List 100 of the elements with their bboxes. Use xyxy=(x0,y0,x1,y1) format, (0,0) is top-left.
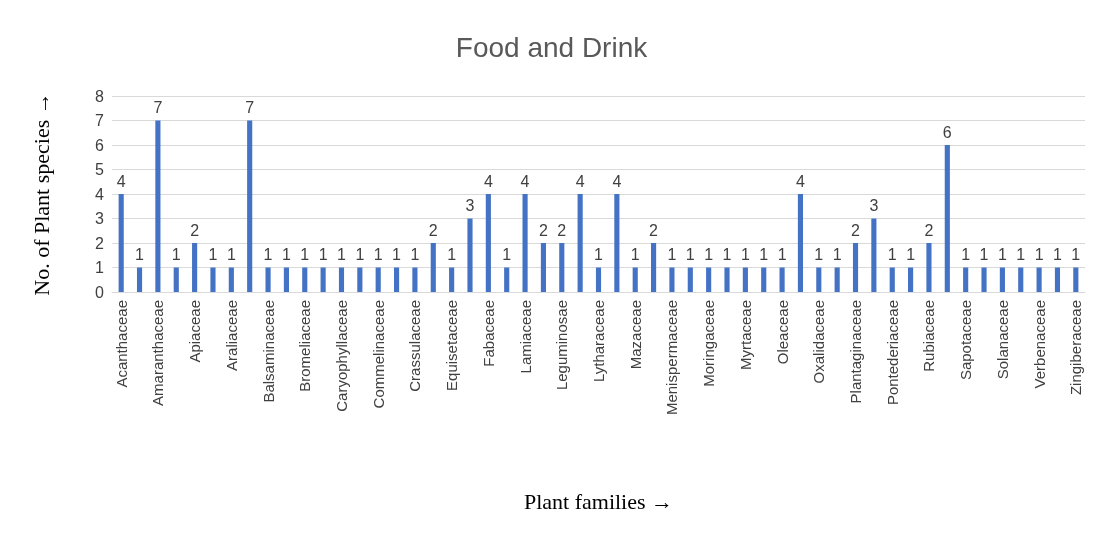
bar xyxy=(908,267,914,292)
bar xyxy=(302,267,308,292)
bar xyxy=(559,243,565,292)
x-tick-label: Lytharaceae xyxy=(590,300,607,383)
data-label: 4 xyxy=(520,172,530,190)
x-tick-label: Myrtaceae xyxy=(736,300,754,371)
data-label: 7 xyxy=(245,99,255,116)
data-label: 6 xyxy=(942,123,952,141)
data-label: 1 xyxy=(1034,246,1044,263)
x-tick-label: Moringaceae xyxy=(700,300,718,387)
bar xyxy=(871,218,877,292)
bar xyxy=(852,243,859,292)
bar xyxy=(155,120,161,292)
data-label: 1 xyxy=(373,246,383,263)
bar xyxy=(651,243,657,292)
bar xyxy=(375,267,381,292)
data-label: 1 xyxy=(447,246,457,263)
data-label: 4 xyxy=(483,172,493,190)
y-tick-label: 3 xyxy=(95,210,105,227)
bar xyxy=(944,145,950,292)
bar xyxy=(522,194,528,292)
bar xyxy=(449,267,455,292)
bar xyxy=(540,243,546,292)
x-tick-label: Solanaceae xyxy=(993,300,1011,380)
y-tick-label: 5 xyxy=(95,161,105,178)
x-tick-label: Crassulaceae xyxy=(406,300,424,392)
bar xyxy=(173,267,179,292)
bar xyxy=(192,243,198,292)
data-label: 1 xyxy=(814,246,824,263)
data-label: 4 xyxy=(575,172,585,190)
x-tick-label: Oxalidaceae xyxy=(810,300,828,384)
x-tick-label: Balsaminaceae xyxy=(259,300,277,403)
y-tick-label: 0 xyxy=(95,283,105,301)
x-tick-label: Zingiberaceae xyxy=(1067,300,1085,396)
bar xyxy=(1036,267,1042,292)
y-tick-label: 4 xyxy=(95,185,105,203)
data-label: 1 xyxy=(337,246,347,263)
data-label: 4 xyxy=(795,172,805,190)
data-label: 1 xyxy=(410,246,420,263)
data-label: 1 xyxy=(208,246,218,263)
data-label: 1 xyxy=(502,246,512,263)
data-label: 1 xyxy=(685,246,695,263)
bar xyxy=(632,267,638,292)
bar xyxy=(1073,267,1079,292)
x-tick-label: Leguminosae xyxy=(553,300,571,391)
data-label: 3 xyxy=(869,197,879,214)
y-axis-title: No. of Plant species → xyxy=(28,92,54,296)
data-label: 1 xyxy=(1016,246,1026,263)
bar xyxy=(724,267,730,292)
bar xyxy=(687,267,693,292)
bar xyxy=(412,267,418,292)
x-tick-label: Oleaceae xyxy=(773,300,791,365)
bar xyxy=(467,218,473,292)
bar xyxy=(577,194,583,292)
bar xyxy=(430,243,436,292)
x-tick-label: Menispermaceae xyxy=(663,300,681,416)
x-tick-label: Mazaceae xyxy=(626,300,644,370)
data-label: 1 xyxy=(318,246,328,263)
data-label: 1 xyxy=(759,246,769,263)
y-tick-label: 7 xyxy=(95,112,105,129)
bar xyxy=(834,267,840,292)
y-tick-label: 2 xyxy=(95,234,105,252)
data-label: 1 xyxy=(704,246,714,263)
data-label: 4 xyxy=(116,172,126,190)
bar xyxy=(797,194,804,292)
x-axis-title: Plant families → xyxy=(523,488,674,514)
data-label: 1 xyxy=(906,246,916,263)
data-label: 1 xyxy=(979,246,989,263)
y-tick-label: 1 xyxy=(95,259,105,276)
bar xyxy=(706,267,712,292)
data-label: 1 xyxy=(887,246,897,263)
y-tick-label: 8 xyxy=(95,87,105,105)
chart-title: Food and Drink xyxy=(455,31,649,63)
bar xyxy=(889,267,895,292)
data-label: 2 xyxy=(538,221,548,239)
x-tick-label: Araliaceae xyxy=(222,300,240,371)
x-tick-label: Sapotaceae xyxy=(957,300,975,381)
data-label: 1 xyxy=(630,246,640,263)
bar xyxy=(393,267,400,292)
x-tick-label: Apiaceae xyxy=(186,300,204,363)
x-tick-label: Caryophyllaceae xyxy=(332,300,350,412)
bar xyxy=(247,120,253,292)
x-tick-label: Fabaceae xyxy=(479,300,497,367)
data-label: 2 xyxy=(649,221,659,239)
data-label: 1 xyxy=(300,246,310,263)
data-label: 1 xyxy=(667,246,677,263)
bar xyxy=(118,194,124,292)
data-label: 1 xyxy=(135,246,145,263)
x-tick-label: Commelinaceae xyxy=(369,300,387,409)
bar xyxy=(283,267,289,292)
bar xyxy=(614,194,620,292)
x-tick-label: Rubiaceae xyxy=(920,300,938,372)
bar xyxy=(981,267,987,292)
x-tick-label: Acanthaceae xyxy=(112,300,130,388)
data-label: 2 xyxy=(190,221,200,239)
bar xyxy=(669,267,675,292)
y-tick-label: 6 xyxy=(95,136,105,154)
x-tick-label: Lamiaceae xyxy=(516,300,534,374)
bar xyxy=(504,267,510,292)
data-label: 1 xyxy=(832,246,842,263)
